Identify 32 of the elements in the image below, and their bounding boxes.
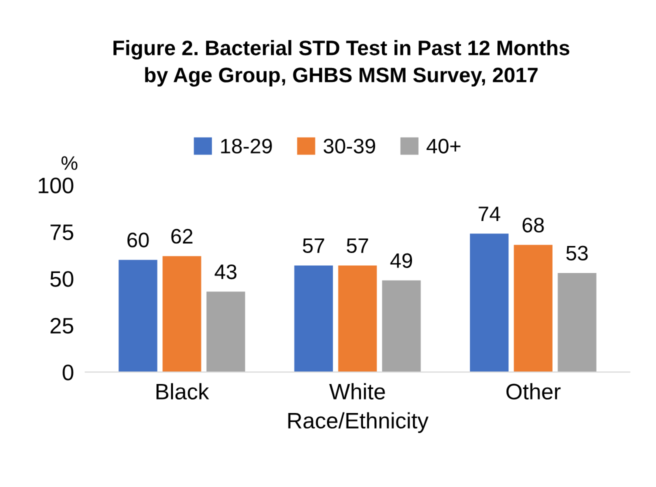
data-label: 53: [566, 246, 588, 261]
chart-title: Figure 2. Bacterial STD Test in Past 12 Months by Age Group, GHBS MSM Survey, 2017: [113, 40, 570, 87]
bar: [470, 234, 509, 372]
data-label: 62: [171, 228, 192, 244]
data-label: 60: [127, 232, 149, 248]
y-tick-label: 0: [62, 364, 74, 380]
x-tick-label: White: [329, 383, 385, 400]
y-axis-title: %: [61, 156, 78, 170]
y-tick-label: 25: [50, 318, 74, 334]
bar: [514, 244, 552, 372]
x-axis-title: Race/Ethnicity: [288, 412, 428, 433]
x-tick-label: Black: [156, 383, 210, 400]
bar: [558, 272, 596, 372]
y-tick-label: 100: [38, 178, 74, 194]
data-label: 57: [346, 238, 368, 254]
data-label: 74: [478, 206, 500, 222]
bar: [162, 256, 202, 372]
bar: [382, 280, 421, 372]
data-label: 68: [522, 218, 544, 232]
legend-label: 18-29: [221, 138, 272, 154]
bar: [338, 265, 377, 372]
bar: [294, 265, 333, 372]
bar: [206, 292, 246, 372]
y-tick-label: 75: [50, 224, 74, 240]
data-label: 57: [302, 238, 324, 254]
legend-label: 40+: [426, 138, 460, 154]
data-label: 43: [214, 264, 236, 280]
data-label: 49: [390, 253, 412, 268]
x-tick-label: Other: [506, 383, 561, 400]
bar: [118, 260, 158, 372]
y-tick-label: 50: [50, 271, 74, 287]
legend-label: 30-39: [324, 138, 376, 154]
